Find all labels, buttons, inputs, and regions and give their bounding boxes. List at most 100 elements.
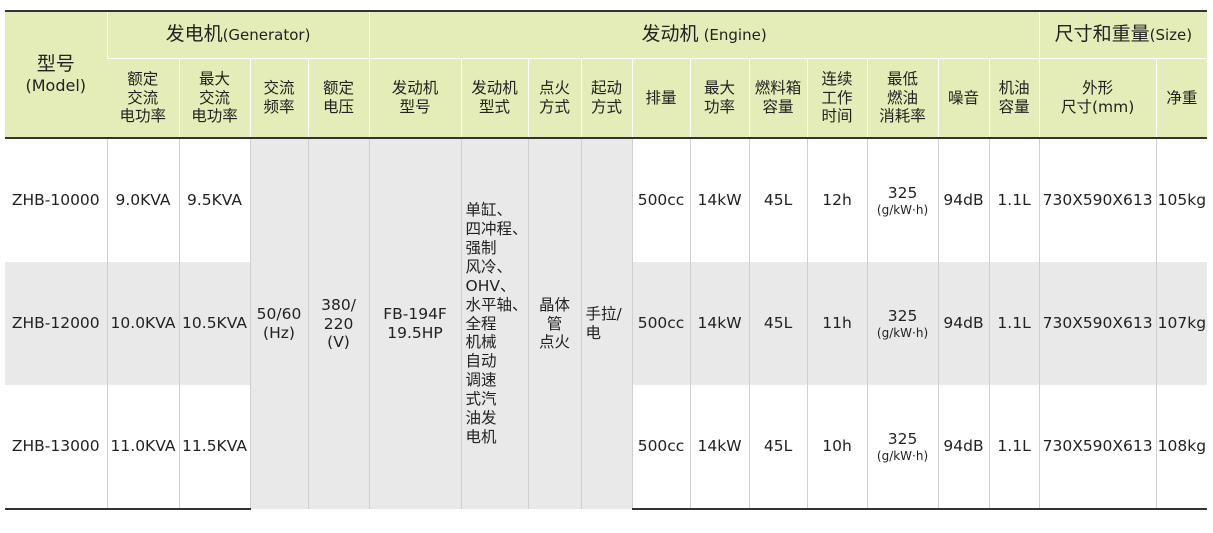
column-header-line: 交流 xyxy=(263,79,295,98)
engine-type-line: 强制 xyxy=(465,238,497,257)
column-header-line: 方式 xyxy=(539,98,571,116)
dimensions-cell: 730X590X613 xyxy=(1038,137,1157,262)
ignition-header: 点火 方式 xyxy=(527,58,582,138)
fuel-rate-value: 325 xyxy=(887,429,918,448)
displacement-cell: 500cc xyxy=(631,137,691,262)
column-header-line: 容量 xyxy=(998,98,1030,116)
column-header-line: 方式 xyxy=(591,98,623,116)
start-method-cell: 手拉/电 xyxy=(580,137,633,509)
voltage-cell: 380/220 (V) xyxy=(307,137,370,509)
displacement-cell: 500cc xyxy=(631,262,691,385)
column-header-line: 净重 xyxy=(1166,88,1198,107)
max-power-cell: 14kW xyxy=(689,137,750,262)
model-cell: ZHB-10000 xyxy=(5,137,107,262)
oil-capacity-cell: 1.1L xyxy=(988,137,1040,262)
net-weight-cell: 108kg xyxy=(1155,385,1208,510)
size-group-header: 尺寸和重量(Size) xyxy=(1038,10,1208,59)
model-cell: ZHB-12000 xyxy=(5,262,107,385)
max-power-gen-cell: 11.5KVA xyxy=(178,385,250,510)
engine-type-line: 式汽 xyxy=(465,390,497,409)
column-header-line: 电功率 xyxy=(191,107,238,126)
engine-group-label: 发动机 xyxy=(641,23,699,46)
column-header-line: 最低 xyxy=(887,69,919,88)
rated-power-cell: 11.0KVA xyxy=(106,385,179,510)
start-method-line: 电 xyxy=(585,324,602,342)
max-power-gen-cell: 9.5KVA xyxy=(178,137,250,262)
fuel-rate-value: 325 xyxy=(887,306,918,325)
column-header-line: 最大 xyxy=(704,79,736,98)
dimensions-cell: 730X590X613 xyxy=(1038,262,1157,385)
max-power-cell: 14kW xyxy=(689,262,750,385)
voltage-line: 380/ xyxy=(321,295,356,314)
column-header-line: 排量 xyxy=(645,88,677,107)
runtime-header: 连续 工作 时间 xyxy=(806,58,868,138)
fuel-rate-unit: (g/kW·h) xyxy=(876,202,929,217)
rated-power-header: 额定 交流 电功率 xyxy=(107,58,179,138)
tank-capacity-cell: 45L xyxy=(748,385,808,510)
column-header-line: 时间 xyxy=(821,107,853,126)
engine-type-header: 发动机 型式 xyxy=(460,58,529,138)
max-power-gen-header: 最大 交流 电功率 xyxy=(178,58,250,138)
ignition-line: 晶体 xyxy=(539,295,571,314)
column-header-line: 型式 xyxy=(479,98,511,116)
fuel-rate-value: 325 xyxy=(887,183,918,202)
column-header-line: 频率 xyxy=(263,98,295,116)
column-header-line: 消耗率 xyxy=(879,107,926,126)
engine-type-line: 风冷、 xyxy=(465,257,513,276)
column-header-line: 交流 xyxy=(127,88,159,107)
engine-group-header: 发动机 (Engine) xyxy=(368,10,1040,59)
engine-type-line: 油发 xyxy=(465,409,497,428)
net-weight-header: 净重 xyxy=(1155,58,1208,138)
ignition-line: 管 xyxy=(546,314,563,333)
fuel-rate-unit: (g/kW·h) xyxy=(876,448,929,463)
start-method-line: 手拉/ xyxy=(585,305,622,324)
oil-capacity-cell: 1.1L xyxy=(988,262,1040,385)
oil-capacity-cell: 1.1L xyxy=(988,385,1040,510)
column-header-line: 发动机 xyxy=(471,79,518,98)
table-row: ZHB-12000 10.0KVA 10.5KVA 500cc 14kW 45L 11h 32… xyxy=(5,262,1208,385)
voltage-line: (V) xyxy=(327,333,350,352)
engine-type-line: 电机 xyxy=(465,427,497,446)
frequency-line: (Hz) xyxy=(263,324,295,342)
generator-group-en: (Generator) xyxy=(222,26,311,45)
column-header-line: 电功率 xyxy=(119,107,166,126)
displacement-cell: 500cc xyxy=(631,385,691,510)
column-header-row: 额定 交流 电功率 最大 交流 电功率 交流 频率 额定 电压 发动机 型号 发动机 型式 点火 方式 起动 方式… xyxy=(5,58,1208,138)
voltage-line: 220 xyxy=(323,314,354,333)
tank-capacity-cell: 45L xyxy=(748,262,808,385)
engine-type-line: 全程 xyxy=(465,314,497,333)
column-header-line: 起动 xyxy=(591,79,623,98)
engine-type-line: 水平轴、 xyxy=(465,295,528,314)
generator-spec-table: 型号 (Model) 发电机(Generator) 发动机 (Engine) 尺… xyxy=(5,10,1208,510)
column-header-line: 尺寸(mm) xyxy=(1060,98,1135,116)
rated-voltage-header: 额定 电压 xyxy=(307,58,370,138)
spec-table-container: 型号 (Model) 发电机(Generator) 发动机 (Engine) 尺… xyxy=(5,10,1208,510)
displacement-header: 排量 xyxy=(631,58,691,138)
model-header: 型号 (Model) xyxy=(5,10,107,138)
column-header-line: 最大 xyxy=(198,69,230,88)
column-header-line: 电压 xyxy=(323,98,355,116)
column-header-line: 燃料箱 xyxy=(754,79,802,98)
frequency-header: 交流 频率 xyxy=(249,58,308,138)
table-row: ZHB-13000 11.0KVA 11.5KVA 500cc 14kW 45L 10h 32… xyxy=(5,385,1208,510)
column-header-line: 额定 xyxy=(127,69,159,88)
start-method-header: 起动 方式 xyxy=(580,58,633,138)
engine-model-line: FB-194F xyxy=(383,305,447,324)
column-header-line: 发动机 xyxy=(391,79,439,98)
column-header-line: 交流 xyxy=(198,88,230,107)
column-header-line: 连续 xyxy=(821,69,853,88)
generator-group-label: 发电机 xyxy=(165,23,223,46)
engine-type-line: OHV、 xyxy=(465,276,516,295)
noise-header: 噪音 xyxy=(937,58,990,138)
generator-group-header: 发电机(Generator) xyxy=(106,10,370,59)
model-cell: ZHB-13000 xyxy=(5,385,107,510)
size-group-label: 尺寸和重量 xyxy=(1054,23,1150,46)
fuel-consumption-cell: 325 (g/kW·h) xyxy=(866,137,939,262)
size-group-en: (Size) xyxy=(1149,26,1193,45)
engine-model-header: 发动机 型号 xyxy=(368,58,462,138)
fuel-consumption-cell: 325 (g/kW·h) xyxy=(866,262,939,385)
engine-type-cell: 单缸、 四冲程、 强制 风冷、 OHV、 水平轴、 全程 机械 自动 调速 式汽 油发 电机 xyxy=(460,137,529,509)
column-header-line: 功率 xyxy=(704,98,736,116)
noise-cell: 94dB xyxy=(937,137,990,262)
dimensions-header: 外形 尺寸(mm) xyxy=(1038,58,1157,138)
